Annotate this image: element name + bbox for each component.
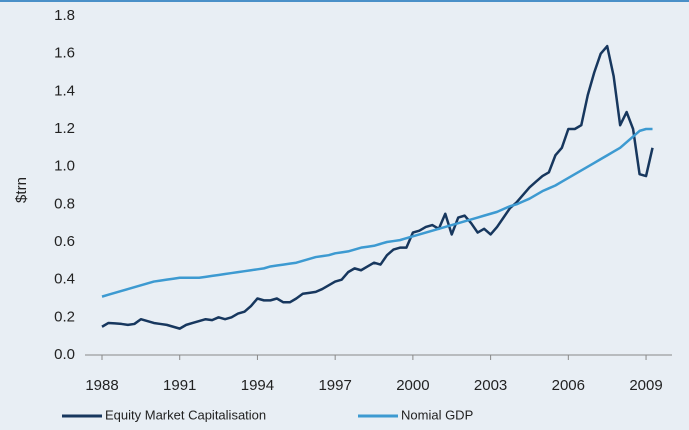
y-tick-label: 1.8 xyxy=(54,7,75,24)
y-axis-label: $trn xyxy=(13,177,30,203)
x-tick-label: 2000 xyxy=(396,377,429,394)
legend-label: Equity Market Capitalisation xyxy=(105,407,266,422)
x-tick-label: 1994 xyxy=(241,377,274,394)
y-tick-label: 1.0 xyxy=(54,158,75,175)
series-line xyxy=(101,44,654,330)
y-tick-label: 0.6 xyxy=(54,233,75,250)
x-tick-label: 2009 xyxy=(629,377,662,394)
x-tick-label: 1988 xyxy=(85,377,118,394)
y-tick-label: 1.2 xyxy=(54,120,75,137)
y-tick-label: 0.2 xyxy=(54,308,75,325)
y-tick-label: 0.0 xyxy=(54,346,75,363)
x-tick-label: 2006 xyxy=(552,377,585,394)
x-tick-label: 1997 xyxy=(318,377,351,394)
y-tick-label: 0.8 xyxy=(54,195,75,212)
y-tick-label: 0.4 xyxy=(54,271,75,288)
series-line xyxy=(101,127,653,298)
legend-label: Nomial GDP xyxy=(401,407,473,422)
x-tick-label: 1991 xyxy=(163,377,196,394)
x-tick-label: 2003 xyxy=(474,377,507,394)
y-tick-label: 1.4 xyxy=(54,82,75,99)
y-tick-label: 1.6 xyxy=(54,45,75,62)
